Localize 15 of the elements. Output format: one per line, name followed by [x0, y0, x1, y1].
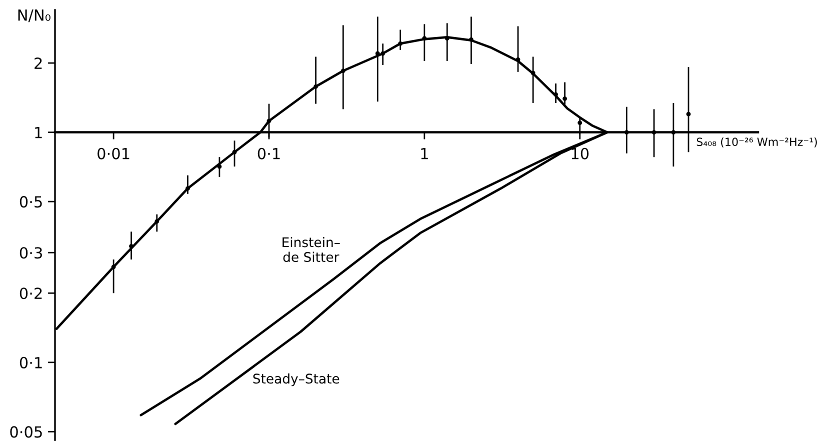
y-tick-label: 0·1: [20, 356, 42, 368]
y-tick-label: 0·05: [10, 426, 42, 438]
x-tick-label: 10: [572, 148, 589, 160]
y-tick-label: 0·3: [20, 247, 42, 259]
series-label: Steady–State: [253, 373, 340, 386]
y-tick-label: 0·2: [20, 288, 42, 300]
y-tick-label: 1: [35, 126, 42, 138]
x-tick-label: 1: [421, 148, 428, 160]
x-tick-label: 0·1: [258, 148, 280, 160]
x-axis-title: S₄₀₈ (10⁻²⁶ Wm⁻²Hz⁻¹): [696, 137, 817, 148]
x-tick-label: 0·01: [98, 148, 130, 160]
y-tick-label: 0·5: [20, 196, 42, 208]
series-label: Einstein– de Sitter: [282, 237, 340, 262]
y-axis-title: N/N₀: [18, 10, 50, 22]
y-tick-label: 2: [34, 57, 42, 69]
